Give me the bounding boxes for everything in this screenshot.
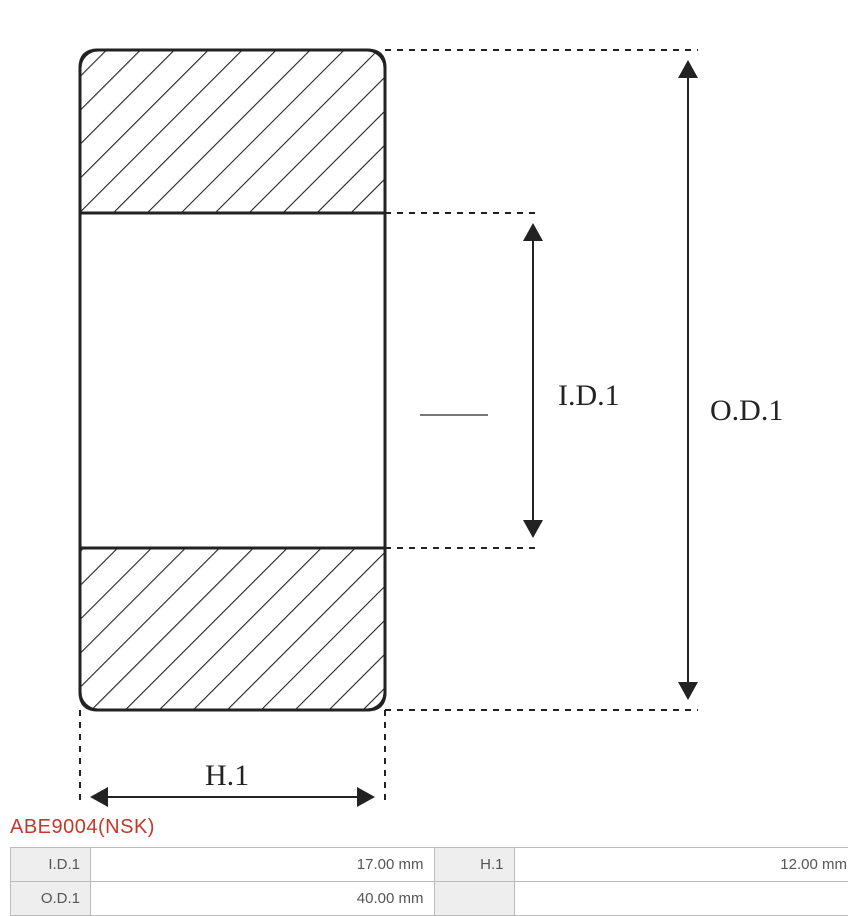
diagram-svg: I.D.1 O.D.1 H.1 (10, 10, 830, 810)
table-row: I.D.1 17.00 mm H.1 12.00 mm (11, 848, 848, 882)
spec-label: H.1 (434, 848, 514, 882)
table-row: O.D.1 40.00 mm (11, 882, 848, 916)
spec-value: 17.00 mm (91, 848, 435, 882)
id-dimension-label: I.D.1 (558, 379, 620, 412)
spec-value (514, 882, 848, 916)
spec-label: I.D.1 (11, 848, 91, 882)
bottom-race-hatch (80, 548, 385, 710)
spec-label: O.D.1 (11, 882, 91, 916)
od-dimension-label: O.D.1 (710, 394, 783, 427)
spec-value: 40.00 mm (91, 882, 435, 916)
top-race-hatch (80, 50, 385, 213)
spec-label (434, 882, 514, 916)
bearing-cross-section-diagram: I.D.1 O.D.1 H.1 (0, 0, 848, 810)
spec-table: I.D.1 17.00 mm H.1 12.00 mm O.D.1 40.00 … (10, 847, 848, 916)
h-dimension-label: H.1 (205, 759, 249, 792)
part-number-title: ABE9004(NSK) (0, 810, 848, 847)
spec-value: 12.00 mm (514, 848, 848, 882)
